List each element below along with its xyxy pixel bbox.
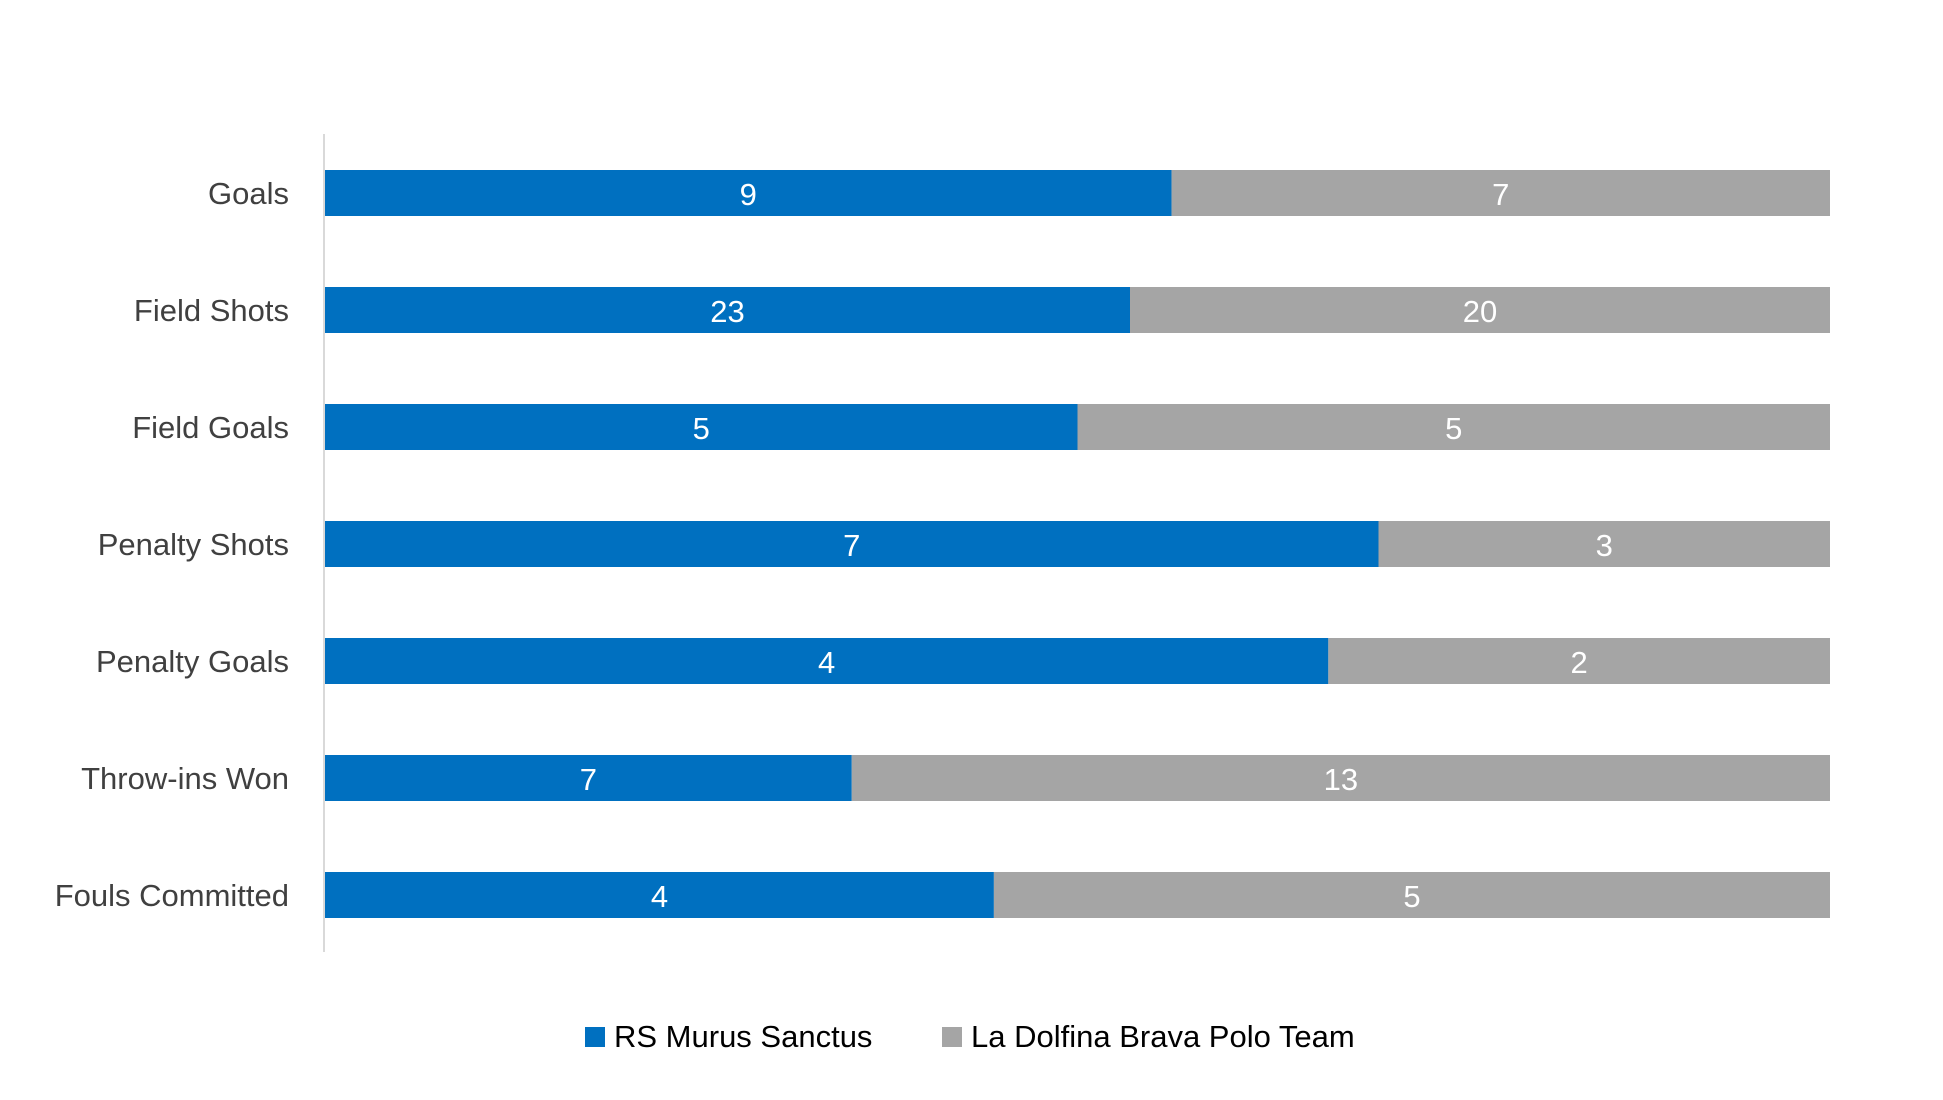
bar-segment-la-dolfina	[1171, 170, 1830, 216]
data-label: 13	[1324, 762, 1358, 797]
data-label: 3	[1596, 528, 1613, 563]
category-label: Penalty Goals	[96, 644, 289, 679]
category-label: Field Goals	[132, 410, 289, 445]
data-label: 20	[1463, 294, 1497, 329]
legend-label: La Dolfina Brava Polo Team	[971, 1019, 1355, 1054]
bar-segment-rs-murus-sanctus	[325, 521, 1379, 567]
bar-segment-rs-murus-sanctus	[325, 755, 852, 801]
legend-swatch	[585, 1027, 605, 1047]
bar-segment-rs-murus-sanctus	[325, 404, 1078, 450]
data-label: 5	[1445, 411, 1462, 446]
data-label: 23	[710, 294, 744, 329]
bar-segment-la-dolfina	[1328, 638, 1830, 684]
category-label: Field Shots	[134, 293, 289, 328]
legend-label: RS Murus Sanctus	[614, 1019, 872, 1054]
data-label: 5	[693, 411, 710, 446]
data-label: 4	[651, 879, 668, 914]
bar-segment-rs-murus-sanctus	[325, 872, 994, 918]
data-label: 9	[740, 177, 757, 212]
bar-segment-la-dolfina	[1378, 521, 1830, 567]
bar-segment-rs-murus-sanctus	[325, 287, 1130, 333]
data-label: 2	[1571, 645, 1588, 680]
data-label: 7	[1492, 177, 1509, 212]
data-label: 4	[818, 645, 835, 680]
data-label: 7	[580, 762, 597, 797]
data-label: 7	[843, 528, 860, 563]
bar-segment-la-dolfina	[1130, 287, 1830, 333]
category-label: Throw-ins Won	[81, 761, 289, 796]
bar-segment-rs-murus-sanctus	[325, 170, 1172, 216]
category-label: Fouls Committed	[55, 878, 289, 913]
data-label: 5	[1403, 879, 1420, 914]
bar-segment-la-dolfina	[993, 872, 1830, 918]
legend-swatch	[942, 1027, 962, 1047]
bar-segment-rs-murus-sanctus	[325, 638, 1329, 684]
category-label: Goals	[208, 176, 289, 211]
category-label: Penalty Shots	[98, 527, 289, 562]
bar-segment-la-dolfina	[1077, 404, 1830, 450]
bar-segment-la-dolfina	[851, 755, 1830, 801]
